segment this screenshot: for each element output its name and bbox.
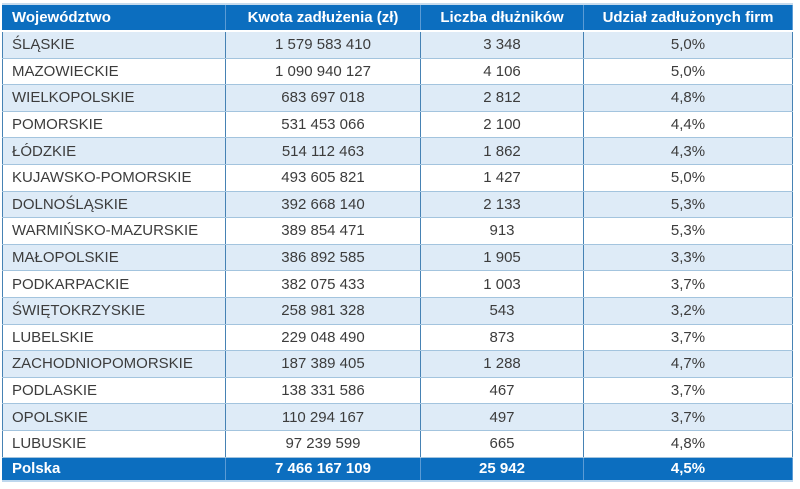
cell-udzial-zadluzonych-firm: 4,3%: [583, 137, 793, 165]
cell-wojewodztwo: LUBUSKIE: [2, 430, 226, 458]
cell-liczba-dluznikow: 3 348: [420, 31, 584, 59]
table-row: PODKARPACKIE 382 075 433 1 003 3,7%: [2, 270, 793, 298]
total-row: Polska 7 466 167 109 25 942 4,5%: [2, 456, 793, 482]
table-row: WIELKOPOLSKIE 683 697 018 2 812 4,8%: [2, 84, 793, 112]
cell-kwota-zadluzenia: 97 239 599: [225, 430, 421, 458]
cell-liczba-dluznikow: 873: [420, 324, 584, 352]
table-row: LUBUSKIE 97 239 599 665 4,8%: [2, 430, 793, 458]
cell-wojewodztwo: MAZOWIECKIE: [2, 58, 226, 86]
table-row: PODLASKIE 138 331 586 467 3,7%: [2, 377, 793, 405]
cell-wojewodztwo: DOLNOŚLĄSKIE: [2, 191, 226, 219]
table-row: MAŁOPOLSKIE 386 892 585 1 905 3,3%: [2, 244, 793, 272]
cell-udzial-zadluzonych-firm: 4,8%: [583, 430, 793, 458]
table-row: ŚLĄSKIE 1 579 583 410 3 348 5,0%: [2, 31, 793, 59]
cell-wojewodztwo: WARMIŃSKO-MAZURSKIE: [2, 217, 226, 245]
cell-liczba-dluznikow: 665: [420, 430, 584, 458]
cell-kwota-zadluzenia: 514 112 463: [225, 137, 421, 165]
cell-liczba-dluznikow: 543: [420, 297, 584, 325]
cell-kwota-zadluzenia: 138 331 586: [225, 377, 421, 405]
total-cell-udzial-zadluzonych-firm: 4,5%: [583, 456, 793, 482]
cell-kwota-zadluzenia: 229 048 490: [225, 324, 421, 352]
table-body: ŚLĄSKIE 1 579 583 410 3 348 5,0% MAZOWIECKIE…: [2, 31, 793, 458]
cell-kwota-zadluzenia: 1 090 940 127: [225, 58, 421, 86]
cell-liczba-dluznikow: 1 427: [420, 164, 584, 192]
cell-wojewodztwo: PODKARPACKIE: [2, 270, 226, 298]
cell-udzial-zadluzonych-firm: 5,0%: [583, 164, 793, 192]
cell-udzial-zadluzonych-firm: 3,7%: [583, 403, 793, 431]
cell-kwota-zadluzenia: 389 854 471: [225, 217, 421, 245]
total-cell-kwota-zadluzenia: 7 466 167 109: [225, 456, 421, 482]
cell-kwota-zadluzenia: 392 668 140: [225, 191, 421, 219]
cell-liczba-dluznikow: 4 106: [420, 58, 584, 86]
cell-udzial-zadluzonych-firm: 3,2%: [583, 297, 793, 325]
cell-liczba-dluznikow: 2 100: [420, 111, 584, 139]
cell-udzial-zadluzonych-firm: 4,7%: [583, 350, 793, 378]
cell-wojewodztwo: KUJAWSKO-POMORSKIE: [2, 164, 226, 192]
total-cell-liczba-dluznikow: 25 942: [420, 456, 584, 482]
cell-udzial-zadluzonych-firm: 3,3%: [583, 244, 793, 272]
cell-kwota-zadluzenia: 1 579 583 410: [225, 31, 421, 59]
table-row: ŁÓDZKIE 514 112 463 1 862 4,3%: [2, 137, 793, 165]
cell-kwota-zadluzenia: 683 697 018: [225, 84, 421, 112]
cell-wojewodztwo: ŁÓDZKIE: [2, 137, 226, 165]
cell-udzial-zadluzonych-firm: 3,7%: [583, 377, 793, 405]
cell-kwota-zadluzenia: 493 605 821: [225, 164, 421, 192]
header-row: Województwo Kwota zadłużenia (zł) Liczba…: [2, 3, 793, 32]
column-header-kwota-zadluzenia: Kwota zadłużenia (zł): [225, 3, 421, 32]
table-row: KUJAWSKO-POMORSKIE 493 605 821 1 427 5,0%: [2, 164, 793, 192]
cell-liczba-dluznikow: 913: [420, 217, 584, 245]
column-header-udzial-zadluzonych-firm: Udział zadłużonych firm: [583, 3, 793, 32]
debt-by-voivodeship-table: Województwo Kwota zadłużenia (zł) Liczba…: [2, 3, 793, 482]
cell-liczba-dluznikow: 1 003: [420, 270, 584, 298]
cell-udzial-zadluzonych-firm: 4,8%: [583, 84, 793, 112]
cell-wojewodztwo: ZACHODNIOPOMORSKIE: [2, 350, 226, 378]
cell-liczba-dluznikow: 2 133: [420, 191, 584, 219]
cell-udzial-zadluzonych-firm: 3,7%: [583, 324, 793, 352]
cell-wojewodztwo: MAŁOPOLSKIE: [2, 244, 226, 272]
cell-kwota-zadluzenia: 258 981 328: [225, 297, 421, 325]
cell-udzial-zadluzonych-firm: 5,0%: [583, 58, 793, 86]
table-row: LUBELSKIE 229 048 490 873 3,7%: [2, 324, 793, 352]
cell-udzial-zadluzonych-firm: 5,3%: [583, 217, 793, 245]
cell-wojewodztwo: OPOLSKIE: [2, 403, 226, 431]
table-row: DOLNOŚLĄSKIE 392 668 140 2 133 5,3%: [2, 191, 793, 219]
column-header-liczba-dluznikow: Liczba dłużników: [420, 3, 584, 32]
cell-wojewodztwo: ŚLĄSKIE: [2, 31, 226, 59]
table-row: MAZOWIECKIE 1 090 940 127 4 106 5,0%: [2, 58, 793, 86]
cell-udzial-zadluzonych-firm: 5,0%: [583, 31, 793, 59]
cell-kwota-zadluzenia: 187 389 405: [225, 350, 421, 378]
cell-liczba-dluznikow: 1 862: [420, 137, 584, 165]
cell-wojewodztwo: PODLASKIE: [2, 377, 226, 405]
cell-kwota-zadluzenia: 531 453 066: [225, 111, 421, 139]
total-label: Polska: [2, 456, 226, 482]
cell-liczba-dluznikow: 1 905: [420, 244, 584, 272]
cell-udzial-zadluzonych-firm: 5,3%: [583, 191, 793, 219]
cell-wojewodztwo: ŚWIĘTOKRZYSKIE: [2, 297, 226, 325]
cell-liczba-dluznikow: 467: [420, 377, 584, 405]
column-header-wojewodztwo: Województwo: [2, 3, 226, 32]
cell-udzial-zadluzonych-firm: 3,7%: [583, 270, 793, 298]
cell-liczba-dluznikow: 1 288: [420, 350, 584, 378]
cell-kwota-zadluzenia: 382 075 433: [225, 270, 421, 298]
table-row: ŚWIĘTOKRZYSKIE 258 981 328 543 3,2%: [2, 297, 793, 325]
cell-liczba-dluznikow: 497: [420, 403, 584, 431]
table-row: ZACHODNIOPOMORSKIE 187 389 405 1 288 4,7%: [2, 350, 793, 378]
cell-kwota-zadluzenia: 110 294 167: [225, 403, 421, 431]
table-row: OPOLSKIE 110 294 167 497 3,7%: [2, 403, 793, 431]
table-row: POMORSKIE 531 453 066 2 100 4,4%: [2, 111, 793, 139]
cell-kwota-zadluzenia: 386 892 585: [225, 244, 421, 272]
cell-wojewodztwo: POMORSKIE: [2, 111, 226, 139]
cell-liczba-dluznikow: 2 812: [420, 84, 584, 112]
cell-wojewodztwo: LUBELSKIE: [2, 324, 226, 352]
cell-udzial-zadluzonych-firm: 4,4%: [583, 111, 793, 139]
table-row: WARMIŃSKO-MAZURSKIE 389 854 471 913 5,3%: [2, 217, 793, 245]
cell-wojewodztwo: WIELKOPOLSKIE: [2, 84, 226, 112]
